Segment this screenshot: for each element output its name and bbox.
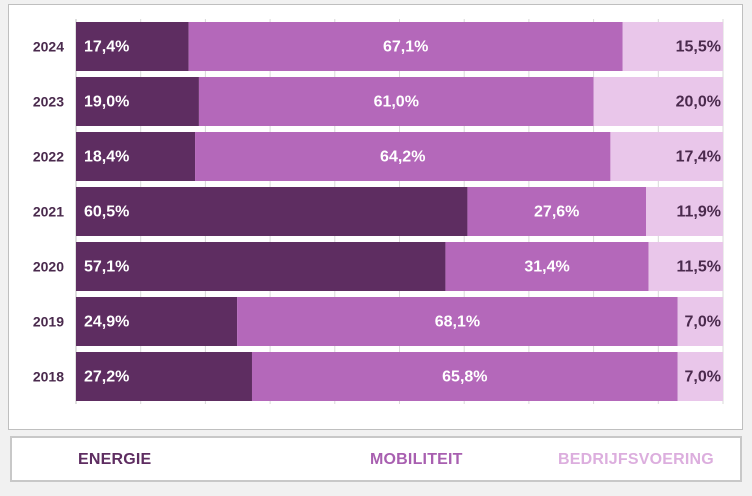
- data-label-energie-2018: 27,2%: [84, 369, 129, 386]
- data-label-mobiliteit-2018: 65,8%: [442, 369, 487, 386]
- data-labels: 17,4% 67,1% 15,5% 19,0% 61,0% 20,0% 18,4% 64,2%…: [84, 39, 721, 386]
- bar-energie-2021: [76, 187, 468, 236]
- data-label-mobiliteit-2024: 67,1%: [383, 39, 428, 56]
- category-label-2020: 2020: [33, 259, 64, 275]
- bar-mobiliteit-2023: [198, 77, 594, 126]
- category-label-2023: 2023: [33, 94, 64, 110]
- bar-bedrijfsvoering-2023: [593, 77, 723, 126]
- legend: ENERGIE MOBILITEIT BEDRIJFSVOERING: [10, 436, 742, 482]
- data-label-bedrijfsvoering-2019: 7,0%: [685, 314, 721, 331]
- data-label-energie-2020: 57,1%: [84, 259, 129, 276]
- bar-mobiliteit-2022: [195, 132, 611, 181]
- data-label-energie-2024: 17,4%: [84, 39, 129, 56]
- bar-bedrijfsvoering-2020: [648, 242, 723, 291]
- category-labels: 2024 2023 2022 2021 2020 2019 2018: [33, 39, 64, 385]
- bar-energie-2024: [76, 22, 189, 71]
- bar-bedrijfsvoering-2021: [646, 187, 723, 236]
- bar-mobiliteit-2019: [237, 297, 678, 346]
- bar-bedrijfsvoering-2018: [677, 352, 723, 401]
- bar-bedrijfsvoering-2019: [677, 297, 723, 346]
- bar-mobiliteit-2018: [251, 352, 678, 401]
- data-label-bedrijfsvoering-2022: 17,4%: [676, 149, 721, 166]
- bar-bedrijfsvoering-2022: [610, 132, 723, 181]
- data-label-energie-2021: 60,5%: [84, 204, 129, 221]
- data-label-mobiliteit-2020: 31,4%: [524, 259, 569, 276]
- bar-energie-2018: [76, 352, 252, 401]
- category-label-2019: 2019: [33, 314, 64, 330]
- category-label-2022: 2022: [33, 149, 64, 165]
- data-label-energie-2022: 18,4%: [84, 149, 129, 166]
- data-label-mobiliteit-2019: 68,1%: [435, 314, 480, 331]
- legend-item-energie: ENERGIE: [78, 451, 152, 468]
- data-label-bedrijfsvoering-2021: 11,9%: [677, 204, 721, 221]
- stacked-bar-chart: 17,4% 67,1% 15,5% 19,0% 61,0% 20,0% 18,4% 64,2%…: [33, 19, 724, 404]
- category-label-2024: 2024: [33, 39, 64, 55]
- bar-energie-2023: [76, 77, 199, 126]
- data-label-mobiliteit-2022: 64,2%: [380, 149, 425, 166]
- category-label-2021: 2021: [33, 204, 64, 220]
- data-label-mobiliteit-2021: 27,6%: [534, 204, 579, 221]
- data-label-bedrijfsvoering-2018: 7,0%: [685, 369, 721, 386]
- data-label-mobiliteit-2023: 61,0%: [374, 94, 419, 111]
- legend-item-mobiliteit: MOBILITEIT: [370, 451, 463, 468]
- bar-energie-2020: [76, 242, 446, 291]
- category-label-2018: 2018: [33, 369, 64, 385]
- bar-mobiliteit-2024: [188, 22, 623, 71]
- data-label-bedrijfsvoering-2023: 20,0%: [676, 94, 721, 111]
- bar-energie-2019: [76, 297, 238, 346]
- bar-bedrijfsvoering-2024: [622, 22, 723, 71]
- bar-mobiliteit-2021: [467, 187, 647, 236]
- data-label-energie-2023: 19,0%: [84, 94, 129, 111]
- bar-mobiliteit-2020: [445, 242, 649, 291]
- data-label-bedrijfsvoering-2024: 15,5%: [676, 39, 721, 56]
- bars: [76, 22, 723, 401]
- legend-item-bedrijfsvoering: BEDRIJFSVOERING: [558, 451, 714, 468]
- bar-energie-2022: [76, 132, 196, 181]
- chart-frame: 17,4% 67,1% 15,5% 19,0% 61,0% 20,0% 18,4% 64,2%…: [8, 4, 743, 430]
- data-label-energie-2019: 24,9%: [84, 314, 129, 331]
- data-label-bedrijfsvoering-2020: 11,5%: [677, 259, 721, 276]
